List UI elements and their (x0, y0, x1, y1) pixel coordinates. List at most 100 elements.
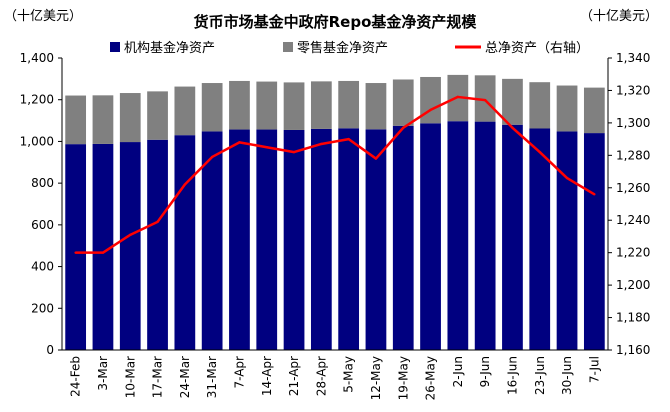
bar-institutional (392, 125, 414, 351)
x-tick-label: 12-May (369, 356, 383, 400)
total-point (292, 150, 296, 154)
bar-retail (92, 95, 114, 144)
left-axis-unit: （十亿美元） (4, 9, 82, 24)
bar-retail (201, 83, 223, 132)
total-point (101, 251, 105, 254)
left-tick-label: 1,400 (20, 51, 54, 65)
bar-institutional (256, 129, 278, 350)
x-tick-label: 23-Jun (533, 356, 547, 395)
left-tick-label: 1,000 (20, 134, 54, 148)
bar-retail (174, 86, 196, 136)
bar-institutional (338, 128, 360, 350)
total-point (511, 126, 514, 129)
plot-area: 0 200 400 600 800 1,000 1,200 1,400 1,160 1,180 1,… (20, 51, 651, 400)
total-point (483, 98, 487, 102)
right-tick-label: 1,260 (616, 181, 650, 195)
bar-institutional (92, 143, 114, 350)
x-tick-label: 19-May (396, 356, 410, 400)
bar-institutional (447, 121, 469, 350)
total-point (538, 150, 541, 154)
right-tick-label: 1,340 (616, 51, 650, 65)
bar-institutional (365, 129, 387, 350)
legend-label-total: 总净资产（右轴） (485, 41, 589, 56)
bar-retail (392, 79, 414, 126)
x-tick-label: 24-Feb (69, 356, 83, 397)
x-tick-label: 26-May (424, 356, 438, 400)
legend-swatch-institutional (110, 42, 120, 52)
bar-institutional (119, 142, 141, 350)
bar-retail (310, 81, 332, 129)
right-tick-label: 1,300 (616, 116, 650, 130)
x-tick-label: 24-Mar (178, 356, 192, 398)
bar-retail (147, 91, 168, 140)
bar-retail (556, 85, 578, 132)
x-tick-label: 9-Jun (478, 356, 492, 387)
x-tick-label: 21-Apr (287, 356, 301, 396)
left-tick-label: 600 (31, 218, 54, 232)
bar-institutional (502, 124, 523, 350)
x-tick-label: 5-May (342, 356, 356, 393)
left-tick-label: 800 (31, 176, 54, 190)
bar-retail (474, 75, 496, 122)
total-point (593, 193, 596, 196)
chart-title: 货币市场基金中政府Repo基金净资产规模 (194, 13, 478, 31)
total-point (265, 146, 268, 149)
bar-institutional (474, 121, 496, 350)
left-tick-label: 1,200 (20, 93, 54, 107)
right-tick-label: 1,200 (616, 278, 650, 292)
total-point (320, 142, 323, 146)
left-tick-label: 200 (31, 301, 54, 315)
right-tick-label: 1,320 (616, 83, 650, 97)
x-tick-label: 31-Mar (205, 356, 219, 398)
x-tick-label: 10-Mar (123, 356, 137, 398)
right-tick-label: 1,280 (616, 148, 650, 162)
right-tick-label: 1,180 (616, 311, 650, 325)
total-point (402, 126, 405, 129)
bar-retail (229, 80, 250, 130)
left-tick-label: 0 (46, 343, 54, 357)
bar-retail (119, 93, 141, 143)
x-tick-label: 7-Apr (232, 356, 246, 389)
bar-retail (529, 82, 551, 129)
x-tick-label: 30-Jun (560, 356, 574, 395)
bar-retail (338, 80, 360, 129)
total-point (429, 108, 432, 112)
x-tick-label: 28-Apr (314, 356, 328, 396)
bar-retail (365, 83, 387, 130)
bar-institutional (556, 131, 578, 350)
total-point (347, 137, 350, 141)
left-tick-label: 400 (31, 260, 54, 274)
bar-institutional (201, 131, 223, 350)
total-line (75, 95, 595, 254)
total-point (456, 95, 460, 99)
x-tick-label: 3-Mar (96, 356, 110, 391)
bar-retail (256, 81, 278, 130)
total-point (238, 141, 241, 144)
legend-label-institutional: 机构基金净资产 (124, 40, 215, 56)
right-axis-unit: （十亿美元） (580, 9, 658, 24)
x-tick-label: 2-Jun (451, 356, 465, 387)
bar-institutional (283, 129, 305, 350)
bar-institutional (420, 123, 441, 350)
bar-institutional (147, 139, 168, 350)
bar-retail (502, 78, 523, 125)
legend-label-retail: 零售基金净资产 (297, 40, 388, 56)
x-tick-label: 7-Jul (587, 356, 601, 383)
total-point (210, 155, 214, 159)
bar-retail (65, 95, 87, 145)
right-tick-label: 1,160 (616, 343, 650, 357)
legend-swatch-retail (283, 42, 293, 52)
total-point (565, 176, 569, 180)
legend: 机构基金净资产 零售基金净资产 总净资产（右轴） (110, 40, 589, 56)
x-tick-label: 17-Mar (151, 356, 165, 398)
x-tick-label: 16-Jun (505, 356, 519, 395)
total-point (74, 251, 77, 254)
bar-retail (583, 87, 605, 134)
total-point (129, 233, 132, 237)
bar-institutional (583, 133, 605, 350)
bar-institutional (310, 128, 332, 350)
x-tick-label: 14-Apr (260, 356, 274, 396)
bar-institutional (65, 144, 87, 350)
bar-institutional (174, 135, 196, 350)
